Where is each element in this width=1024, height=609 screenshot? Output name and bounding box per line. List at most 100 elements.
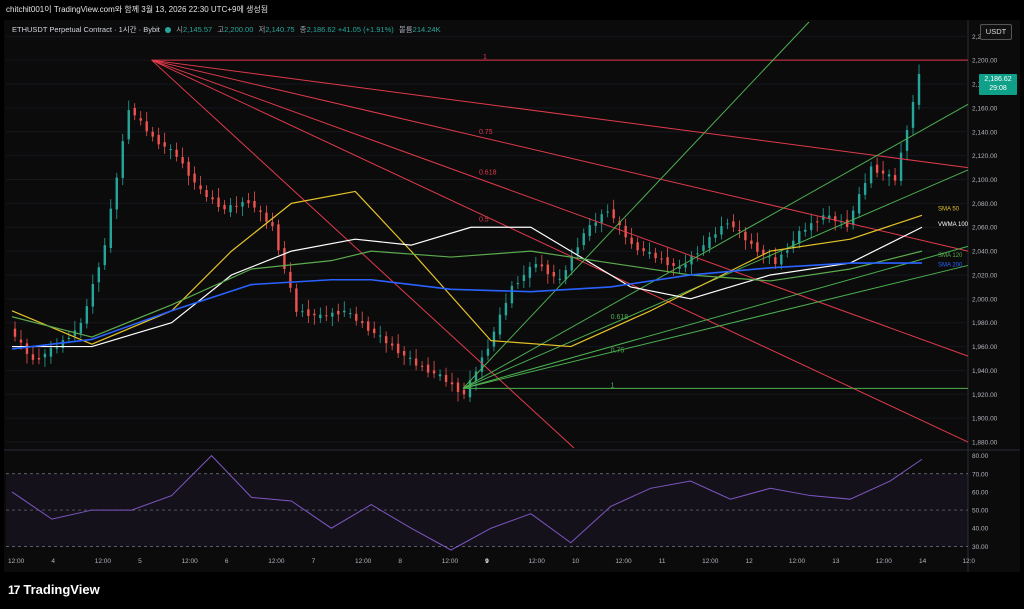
candle-body — [726, 223, 729, 225]
rsi-tick-label: 60.00 — [972, 489, 989, 496]
candle-body — [828, 215, 831, 219]
candle-body — [199, 185, 202, 190]
fib-fan-green-ray — [462, 264, 969, 389]
candle-body — [145, 121, 148, 132]
candle-body — [325, 315, 328, 317]
candle-body — [235, 205, 238, 207]
high-value: 2,200.00 — [224, 25, 254, 34]
candle-body — [361, 321, 364, 324]
price-tick-label: 1,900.00 — [972, 416, 998, 423]
candle-body — [881, 170, 885, 174]
capture-header: chitchit001이 TradingView.com와 함께 3월 13, … — [6, 5, 269, 14]
time-tick-label: 12:00 — [95, 558, 112, 565]
candle-body — [420, 365, 424, 367]
price-tick-label: 1,880.00 — [972, 440, 998, 447]
volume-value: 214.24K — [412, 25, 441, 34]
price-tick-label: 1,980.00 — [972, 320, 998, 327]
candle-body — [139, 118, 142, 121]
candle-body — [708, 237, 711, 249]
indicator-label: SMA 50 — [938, 207, 960, 213]
last-price-tag: 2,186.62 29:08 — [979, 74, 1017, 95]
indicator-line — [11, 250, 923, 338]
candle-body — [636, 242, 639, 251]
fib-fan-green-label: 0.75 — [611, 348, 625, 355]
candle-body — [756, 242, 759, 252]
candle-body — [378, 335, 382, 337]
candle-body — [193, 173, 196, 183]
candle-body — [582, 233, 585, 246]
candle-body — [480, 357, 484, 372]
price-chart[interactable]: 1 0.75 0.618 0.5 0.618 0.75 1 SMA 50 VWMA 100 S… — [4, 20, 1020, 572]
candle-body — [540, 264, 544, 267]
candle-body — [911, 101, 915, 128]
candle-body — [408, 357, 412, 359]
symbol-legend: ETHUSDT Perpetual Contract · 1시간 · Bybit… — [12, 24, 441, 35]
time-tick-label: 12:00 — [268, 558, 285, 565]
candle-body — [792, 240, 795, 249]
candle-body — [804, 229, 807, 232]
candle-body — [343, 310, 346, 313]
price-tick-label: 2,000.00 — [972, 296, 998, 303]
candle-body — [49, 348, 53, 357]
candle-body — [169, 149, 172, 151]
time-tick-label: 12:00 — [702, 558, 719, 565]
candle-body — [313, 313, 316, 316]
candle-body — [528, 266, 532, 278]
candle-body — [19, 339, 23, 343]
candle-body — [510, 285, 514, 304]
candle-body — [307, 309, 310, 316]
candle-body — [558, 278, 561, 280]
candle-body — [67, 337, 71, 339]
low-value: 2,140.75 — [265, 25, 295, 34]
fib-fan-red-ray — [151, 59, 969, 443]
rsi-tick-label: 50.00 — [972, 508, 989, 515]
fib-fan-red-label: 0.5 — [479, 216, 489, 223]
price-tick-label: 2,020.00 — [972, 272, 998, 279]
candle-body — [414, 358, 418, 366]
time-tick-label: 6 — [225, 558, 229, 565]
volume-label: 볼륨 — [398, 25, 413, 34]
price-tick-label: 2,060.00 — [972, 225, 998, 232]
candle-body — [31, 354, 35, 360]
candle-body — [768, 256, 771, 258]
candle-body — [253, 200, 256, 208]
candle-body — [450, 382, 454, 385]
candle-body — [720, 226, 723, 235]
chart-frame[interactable]: 1 0.75 0.618 0.5 0.618 0.75 1 SMA 50 VWMA 100 S… — [4, 20, 1020, 572]
time-tick-label: 12:00 — [529, 558, 546, 565]
candle-body — [43, 353, 47, 358]
fib-fan-green-ray — [462, 245, 969, 389]
candle-body — [798, 231, 801, 244]
candle-body — [696, 253, 699, 255]
time-tick-label: 14 — [919, 558, 927, 565]
candle-body — [229, 205, 232, 213]
time-tick-label: 12:00 — [355, 558, 372, 565]
candle-body — [498, 314, 502, 335]
candle-body — [426, 364, 430, 373]
candle-body — [432, 370, 436, 374]
close-value: 2,186.62 — [306, 25, 336, 34]
price-tick-label: 2,140.00 — [972, 129, 998, 136]
rsi-line — [11, 454, 923, 551]
indicator-label: VWMA 100 — [938, 222, 969, 228]
candle-body — [630, 237, 633, 245]
candle-body — [367, 321, 370, 331]
candle-body — [863, 182, 867, 195]
candle-body — [534, 264, 538, 268]
currency-button[interactable]: USDT — [980, 24, 1012, 40]
time-tick-label: 4 — [51, 558, 55, 565]
change-value: +41.05 (+1.91%) — [337, 25, 394, 34]
candle-body — [259, 210, 262, 212]
candle-body — [917, 74, 921, 105]
symbol-title[interactable]: ETHUSDT Perpetual Contract · 1시간 · Bybit — [12, 25, 160, 34]
candle-body — [588, 225, 591, 237]
time-tick-label: 12:00 — [182, 558, 199, 565]
tradingview-logo[interactable]: 17 TradingView — [8, 582, 100, 597]
candle-body — [205, 190, 208, 197]
high-label: 고 — [217, 25, 225, 34]
candle-body — [750, 240, 753, 245]
time-tick-label: 13 — [832, 558, 840, 565]
candle-body — [492, 331, 496, 347]
price-tick-label: 1,940.00 — [972, 368, 998, 375]
candle-body — [612, 209, 615, 219]
